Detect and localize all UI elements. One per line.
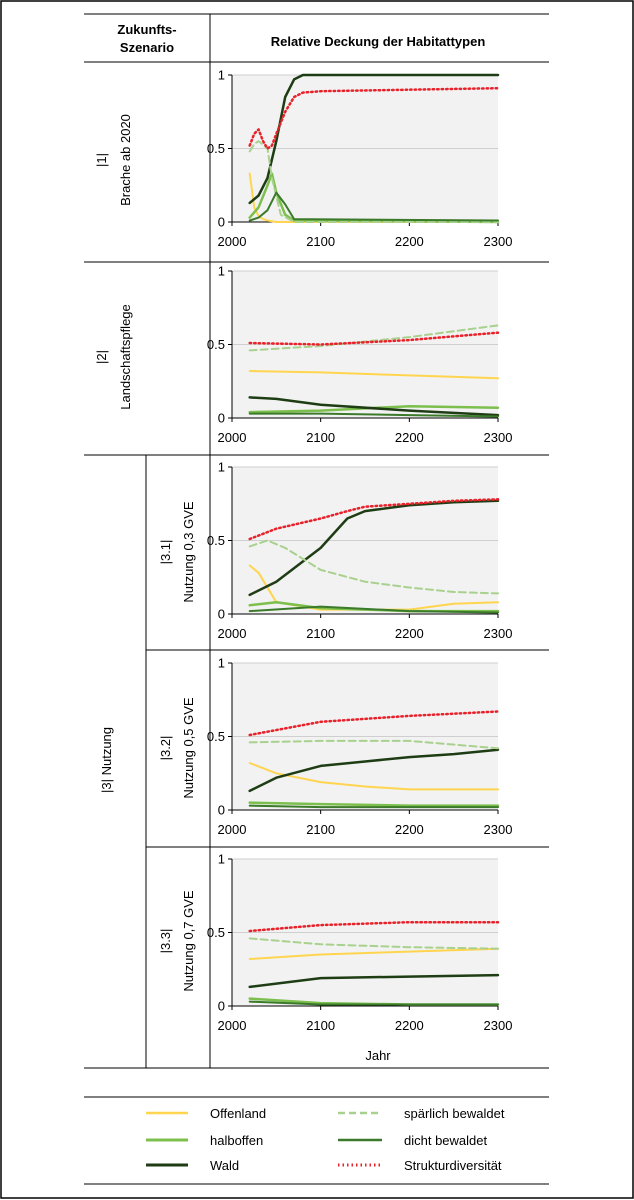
y-tick-label: 0 [218,607,225,622]
header-scenario-line2: Szenario [120,40,174,55]
x-tick-label: 2100 [306,234,335,249]
chart-scenario-33: 0 0.5 1 2000 2100 2200 2300 [207,852,513,1034]
x-tick-label: 2000 [218,1018,247,1033]
x-tick-label: 2100 [306,1018,335,1033]
y-tick-label: 0.5 [207,729,225,744]
y-tick-label: 0 [218,411,225,426]
x-tick-label: 2100 [306,626,335,641]
scenario-2-name: Landschaftspflege [118,304,133,410]
x-tick-label: 2000 [218,234,247,249]
x-tick-label: 2200 [395,822,424,837]
series-line-spaerlich [248,539,499,595]
y-tick-label: 0.5 [207,337,225,352]
y-tick-label: 0.5 [207,533,225,548]
series-line-wald [248,748,500,793]
series-line-spaerlich [248,739,499,750]
table-grid [84,13,549,1185]
x-tick-label: 2200 [395,626,424,641]
series-line-dicht [248,804,499,809]
x-tick-label: 2100 [306,822,335,837]
legend-label-offenland: Offenland [210,1106,266,1121]
x-tick-label: 2300 [484,626,513,641]
scenario-1-number: |1| [94,153,109,167]
x-tick-label: 2000 [218,626,247,641]
y-tick-label: 0 [218,803,225,818]
y-tick-label: 0 [218,999,225,1014]
scenario-1-name: Brache ab 2020 [118,114,133,206]
series-line-struktur [248,498,500,541]
y-tick-label: 1 [218,68,225,83]
series-line-wald [248,973,500,989]
series-line-spaerlich [248,937,499,950]
series-line-dicht [248,412,499,418]
y-tick-label: 1 [218,656,225,671]
legend-label-dicht: dicht bewaldet [404,1133,487,1148]
x-tick-label: 2000 [218,430,247,445]
series-line-offenland [248,370,499,380]
header-scenario-line1: Zukunfts- [117,22,176,37]
x-axis-label: Jahr [365,1048,391,1063]
series-line-struktur [248,920,500,933]
scenario-31-name: Nutzung 0,3 GVE [181,501,196,602]
legend-label-wald: Wald [210,1158,239,1173]
chart-scenario-1: 0 0.5 1 2000 2100 2200 2300 [207,68,513,250]
scenario-33-name: Nutzung 0,7 GVE [181,890,196,991]
series-line-struktur [248,331,500,346]
scenario-32-number: |3.2| [158,736,173,761]
series-line-dicht [248,191,499,222]
y-tick-label: 1 [218,264,225,279]
y-tick-label: 0 [218,215,225,230]
header-title: Relative Deckung der Habitattypen [271,34,486,49]
series-line-wald [248,73,500,205]
series-line-spaerlich [248,140,499,223]
legend-label-struktur: Strukturdiversität [404,1158,502,1173]
scenario-31-number: |3.1| [158,540,173,565]
x-tick-label: 2300 [484,1018,513,1033]
x-tick-label: 2200 [395,234,424,249]
x-tick-label: 2000 [218,822,247,837]
y-tick-label: 1 [218,460,225,475]
legend: Offenland halboffen Wald spärlich bewald… [146,1106,505,1173]
series-line-struktur [248,710,500,737]
series-line-offenland [248,947,499,960]
series-line-spaerlich [248,324,499,352]
x-tick-label: 2100 [306,430,335,445]
chart-scenario-32: 0 0.5 1 2000 2100 2200 2300 [207,656,513,838]
series-line-offenland [248,762,499,791]
series-line-offenland [248,564,499,611]
x-tick-label: 2300 [484,234,513,249]
series-line-dicht [248,1000,499,1006]
series-line-wald [248,499,500,597]
x-tick-label: 2200 [395,1018,424,1033]
series-line-halboffen [248,801,500,807]
y-tick-label: 1 [218,852,225,867]
x-tick-label: 2300 [484,822,513,837]
series-line-struktur [248,86,500,150]
scenario-33-number: |3.3| [158,929,173,954]
series-line-wald [248,396,500,417]
x-tick-label: 2300 [484,430,513,445]
chart-scenario-31: 0 0.5 1 2000 2100 2200 2300 [207,460,513,642]
series-line-offenland [248,172,499,223]
chart-scenario-2: 0 0.5 1 2000 2100 2200 2300 [207,264,513,446]
x-tick-label: 2200 [395,430,424,445]
series-line-dicht [248,605,499,614]
scenario-2-number: |2| [94,350,109,364]
scenario-3-label: |3| Nutzung [99,727,114,793]
scenario-32-name: Nutzung 0,5 GVE [181,697,196,798]
legend-label-spaerlich: spärlich bewaldet [404,1106,505,1121]
y-tick-label: 0.5 [207,925,225,940]
y-tick-label: 0.5 [207,141,225,156]
legend-label-halboffen: halboffen [210,1133,263,1148]
